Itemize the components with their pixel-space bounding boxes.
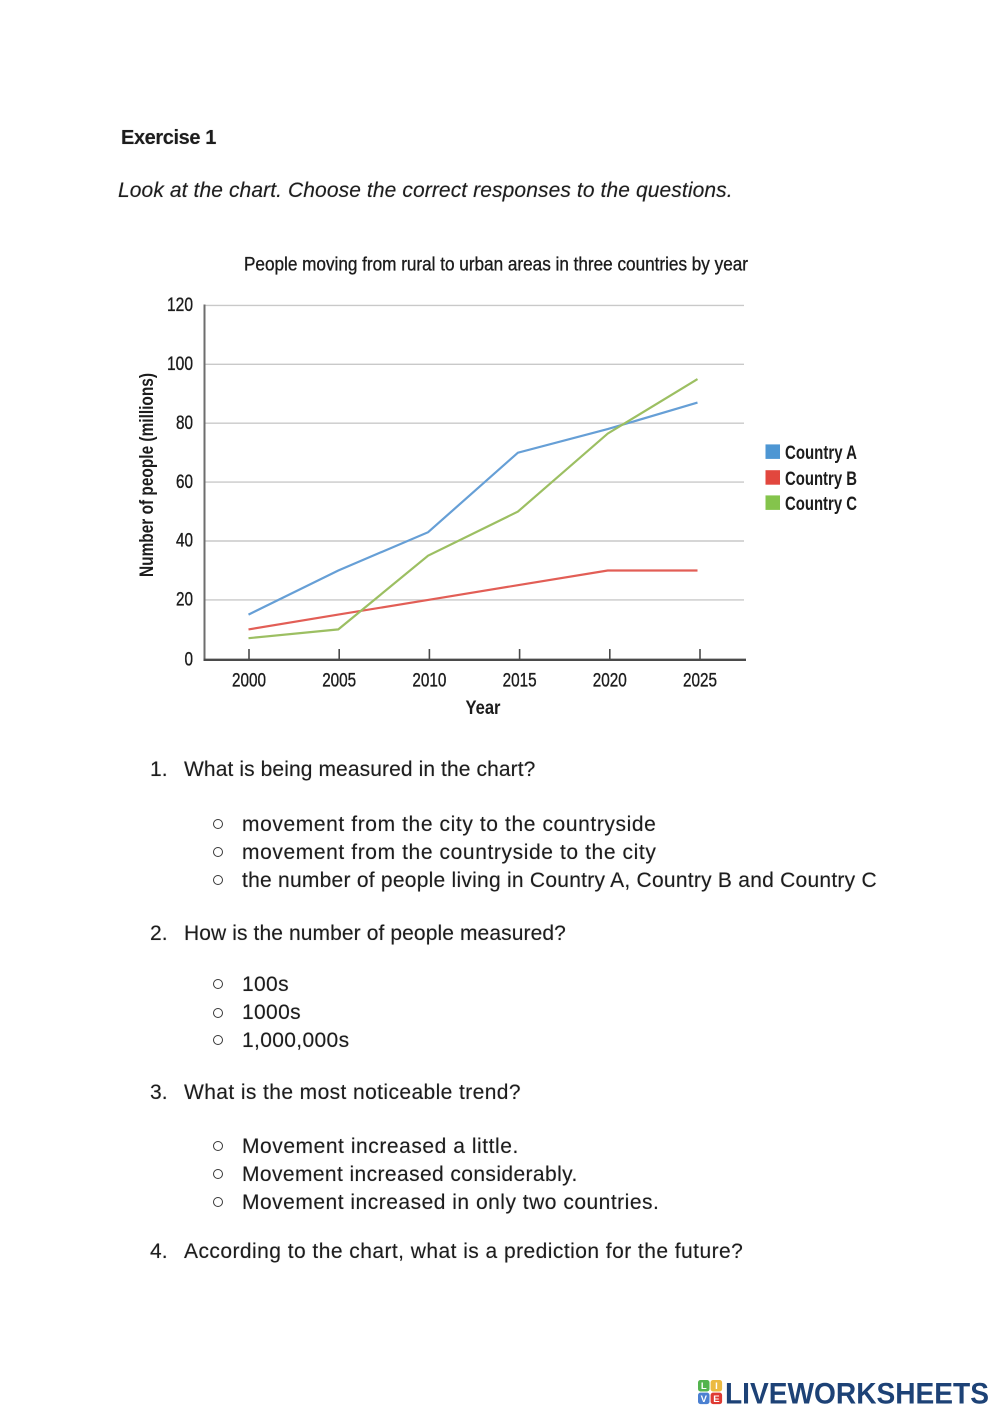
svg-text:2010: 2010 xyxy=(412,671,446,692)
svg-text:L: L xyxy=(701,1381,707,1392)
svg-text:20: 20 xyxy=(176,590,193,611)
svg-text:120: 120 xyxy=(167,295,193,316)
svg-text:I: I xyxy=(715,1381,718,1392)
svg-text:2025: 2025 xyxy=(683,671,717,692)
svg-text:0: 0 xyxy=(185,650,194,671)
svg-text:Number of people (millions): Number of people (millions) xyxy=(137,373,158,577)
svg-text:People moving from rural to ur: People moving from rural to urban areas … xyxy=(244,255,749,276)
svg-text:60: 60 xyxy=(176,472,193,493)
svg-text:2020: 2020 xyxy=(593,671,627,692)
svg-text:V: V xyxy=(701,1394,708,1405)
svg-text:100: 100 xyxy=(167,354,193,375)
svg-text:2005: 2005 xyxy=(322,671,356,692)
svg-text:40: 40 xyxy=(176,531,193,552)
svg-text:E: E xyxy=(713,1394,719,1405)
svg-text:Country C: Country C xyxy=(785,494,857,515)
svg-text:Year: Year xyxy=(466,698,502,719)
svg-text:2015: 2015 xyxy=(503,671,537,692)
svg-text:Country B: Country B xyxy=(785,469,857,490)
svg-text:LIVEWORKSHEETS: LIVEWORKSHEETS xyxy=(725,1378,989,1410)
svg-text:80: 80 xyxy=(176,413,193,434)
svg-text:2000: 2000 xyxy=(232,671,266,692)
svg-text:Country A: Country A xyxy=(785,443,857,464)
